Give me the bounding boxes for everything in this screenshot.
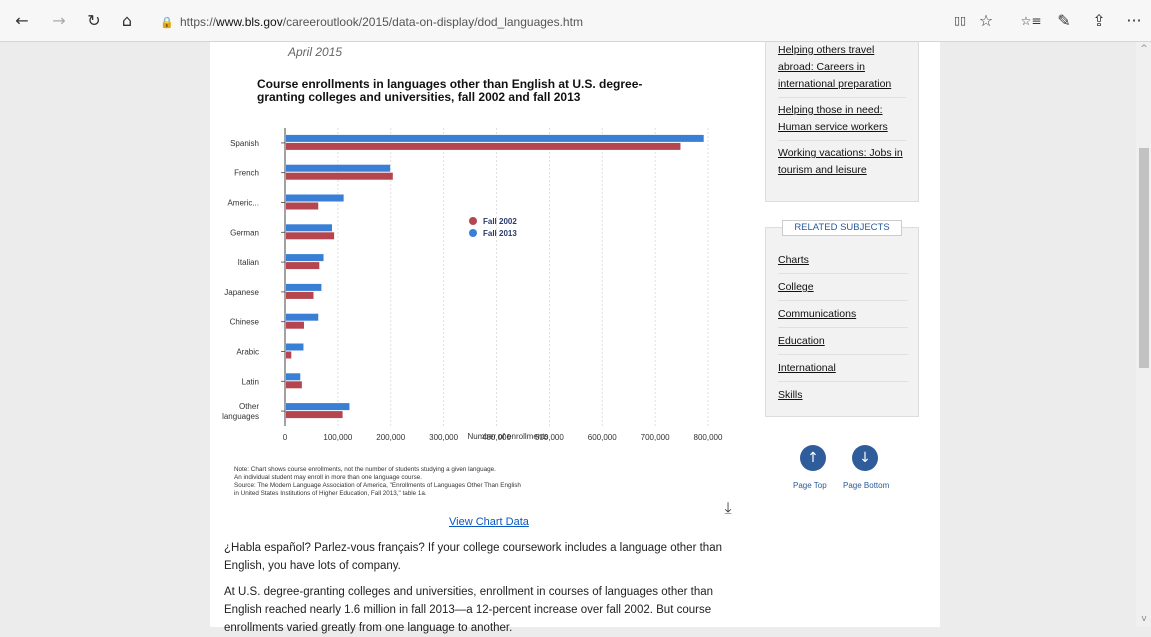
related-subjects-title: RELATED SUBJECTS: [782, 220, 902, 236]
bar-fall-2013: [286, 373, 301, 381]
scroll-down-icon[interactable]: v: [1141, 614, 1147, 624]
share-icon[interactable]: ⇪: [1092, 11, 1106, 30]
bar-fall-2002: [286, 291, 314, 299]
bar-fall-2013: [286, 164, 391, 172]
related-subject-link[interactable]: Education: [778, 328, 908, 355]
bar-fall-2013: [286, 194, 344, 202]
chart-note: Note: Chart shows course enrollments, no…: [234, 466, 521, 498]
related-subject-link[interactable]: Charts: [778, 247, 908, 274]
note-line: Source: The Modern Language Association …: [234, 482, 521, 489]
address-bar[interactable]: 🔒 https://www.bls.gov/careeroutlook/2015/…: [160, 12, 950, 32]
favorites-list-icon[interactable]: ☆≡: [1020, 14, 1042, 28]
legend-swatch: [469, 217, 477, 225]
bar-fall-2002: [286, 411, 343, 419]
refresh-icon[interactable]: ↻: [87, 11, 101, 30]
bar-fall-2002: [286, 262, 320, 270]
sidebar-link[interactable]: Working vacations: Jobs in tourism and l…: [778, 147, 903, 176]
bar-chart: 0 100,000 200,000 300,000 400,000 500,000 600,…: [222, 128, 723, 442]
article-paragraph: At U.S. degree-granting colleges and uni…: [224, 586, 714, 634]
forward-icon[interactable]: →: [52, 11, 66, 30]
category-label: Spanish: [230, 139, 259, 148]
x-tick-label: 500,000: [535, 433, 564, 442]
bar-fall-2002: [286, 381, 302, 389]
bar-fall-2002: [286, 142, 681, 150]
category-label: Americ...: [227, 199, 259, 208]
url-host: www.bls.gov: [216, 15, 283, 29]
note-line: An individual student may enroll in more…: [234, 474, 422, 481]
page-bottom-arrow-icon[interactable]: ↓: [852, 445, 878, 471]
related-subject-link[interactable]: College: [778, 274, 908, 301]
related-subject-link[interactable]: International: [778, 355, 908, 382]
view-chart-data-link[interactable]: View Chart Data: [449, 516, 529, 528]
category-label: Latin: [242, 377, 259, 386]
category-label: Italian: [238, 258, 259, 267]
bar-fall-2013: [286, 254, 324, 262]
page-bottom-label[interactable]: Page Bottom: [843, 481, 890, 490]
x-tick-label: 200,000: [376, 433, 405, 442]
x-tick-label: 400,000: [482, 433, 511, 442]
lock-icon: 🔒: [160, 16, 174, 29]
category-label: French: [234, 169, 259, 178]
sidebar-link[interactable]: Helping those in need: Human service wor…: [778, 98, 906, 141]
back-icon[interactable]: ←: [15, 11, 29, 30]
scroll-thumb[interactable]: [1139, 148, 1149, 368]
note-line: in United States Institutions of Higher …: [234, 490, 427, 497]
category-label: Chinese: [230, 318, 260, 327]
notes-pen-icon[interactable]: ✎: [1057, 11, 1071, 30]
reading-view-icon[interactable]: ▯▯: [953, 14, 967, 27]
note-line: Note: Chart shows course enrollments, no…: [234, 466, 496, 473]
web-viewport: April 2015 Course enrollments in languag…: [0, 42, 1151, 634]
x-axis-label: Number of enrollments: [468, 432, 549, 441]
related-subjects-list: Charts College Communications Education …: [778, 247, 908, 409]
browser-toolbar: ← → ↻ ⌂ 🔒 https://www.bls.gov/careeroutlo…: [0, 0, 1151, 42]
legend-label: Fall 2013: [483, 229, 517, 238]
more-icon[interactable]: ···: [1126, 11, 1142, 30]
download-icon[interactable]: ⤓: [724, 498, 732, 517]
url-scheme: https://: [180, 15, 217, 29]
related-subjects-box: RELATED SUBJECTS Charts College Communic…: [765, 220, 919, 417]
bar-fall-2002: [286, 172, 393, 180]
category-label: Other: [239, 402, 259, 411]
bar-fall-2013: [286, 134, 704, 142]
favorite-star-icon[interactable]: ☆: [978, 11, 994, 30]
page-top-label[interactable]: Page Top: [793, 481, 827, 490]
x-tick-label: 700,000: [641, 433, 670, 442]
legend-swatch: [469, 229, 477, 237]
category-label: languages: [222, 412, 259, 421]
vertical-scrollbar[interactable]: ^ v: [1136, 42, 1151, 627]
article-paragraph: ¿Habla español? Parlez-vous français? If…: [224, 542, 722, 572]
bar-fall-2013: [286, 403, 350, 411]
x-tick-label: 0: [283, 433, 288, 442]
bar-fall-2002: [286, 351, 292, 359]
bar-fall-2002: [286, 321, 304, 329]
x-tick-label: 800,000: [694, 433, 723, 442]
bar-fall-2002: [286, 202, 319, 210]
related-subject-link[interactable]: Communications: [778, 301, 908, 328]
category-label: German: [230, 228, 259, 237]
related-subject-link[interactable]: Skills: [778, 389, 803, 401]
article-date: April 2015: [288, 45, 343, 59]
chart-title: Course enrollments in languages other th…: [257, 77, 643, 104]
x-tick-label: 100,000: [323, 433, 352, 442]
x-tick-label: 300,000: [429, 433, 458, 442]
bar-fall-2013: [286, 343, 304, 351]
category-label: Japanese: [224, 288, 259, 297]
bar-fall-2002: [286, 232, 335, 240]
legend-label: Fall 2002: [483, 217, 517, 226]
page-content: April 2015 Course enrollments in languag…: [210, 42, 940, 634]
bar-fall-2013: [286, 224, 333, 232]
sidebar-link[interactable]: Helping others travel abroad: Careers in…: [778, 42, 906, 98]
bar-fall-2013: [286, 283, 322, 291]
category-label: Arabic: [236, 348, 259, 357]
related-articles-box: Helping others travel abroad: Careers in…: [765, 42, 919, 202]
x-tick-label: 600,000: [588, 433, 617, 442]
scroll-up-icon[interactable]: ^: [1140, 44, 1148, 54]
url-path: /careeroutlook/2015/data-on-display/dod_…: [282, 15, 583, 29]
home-icon[interactable]: ⌂: [121, 11, 133, 30]
page-top-arrow-icon[interactable]: ↑: [800, 445, 826, 471]
bar-fall-2013: [286, 313, 319, 321]
